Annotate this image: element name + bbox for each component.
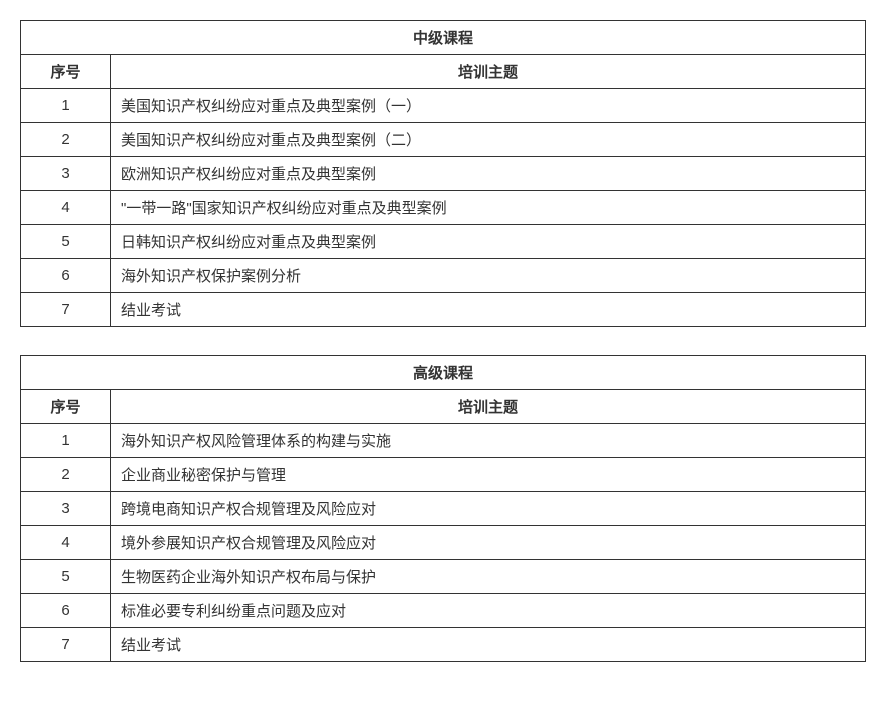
row-topic: 海外知识产权保护案例分析 [111,259,866,293]
table-advanced: 高级课程 序号 培训主题 1 海外知识产权风险管理体系的构建与实施 2 企业商业… [20,355,866,662]
row-topic: 海外知识产权风险管理体系的构建与实施 [111,424,866,458]
row-number: 4 [21,191,111,225]
column-header-topic: 培训主题 [111,390,866,424]
row-topic: 结业考试 [111,293,866,327]
intermediate-course-table: 中级课程 序号 培训主题 1 美国知识产权纠纷应对重点及典型案例（一） 2 美国… [20,20,866,327]
table-row: 4 境外参展知识产权合规管理及风险应对 [21,526,866,560]
row-topic: 企业商业秘密保护与管理 [111,458,866,492]
table-row: 6 标准必要专利纠纷重点问题及应对 [21,594,866,628]
table-row: 3 跨境电商知识产权合规管理及风险应对 [21,492,866,526]
row-number: 7 [21,293,111,327]
advanced-course-table: 高级课程 序号 培训主题 1 海外知识产权风险管理体系的构建与实施 2 企业商业… [20,355,866,662]
row-number: 6 [21,259,111,293]
row-topic: 日韩知识产权纠纷应对重点及典型案例 [111,225,866,259]
row-topic: 美国知识产权纠纷应对重点及典型案例（二） [111,123,866,157]
row-number: 5 [21,225,111,259]
row-number: 2 [21,123,111,157]
row-number: 4 [21,526,111,560]
row-topic: 跨境电商知识产权合规管理及风险应对 [111,492,866,526]
row-topic: 标准必要专利纠纷重点问题及应对 [111,594,866,628]
table-intermediate: 中级课程 序号 培训主题 1 美国知识产权纠纷应对重点及典型案例（一） 2 美国… [20,20,866,327]
row-topic: 境外参展知识产权合规管理及风险应对 [111,526,866,560]
row-topic: 生物医药企业海外知识产权布局与保护 [111,560,866,594]
row-number: 3 [21,492,111,526]
row-topic: 结业考试 [111,628,866,662]
row-topic: "一带一路"国家知识产权纠纷应对重点及典型案例 [111,191,866,225]
row-topic: 美国知识产权纠纷应对重点及典型案例（一） [111,89,866,123]
table-row: 2 美国知识产权纠纷应对重点及典型案例（二） [21,123,866,157]
row-number: 3 [21,157,111,191]
row-number: 7 [21,628,111,662]
table-row: 5 生物医药企业海外知识产权布局与保护 [21,560,866,594]
table-row: 4 "一带一路"国家知识产权纠纷应对重点及典型案例 [21,191,866,225]
table-row: 2 企业商业秘密保护与管理 [21,458,866,492]
table-title: 中级课程 [21,21,866,55]
row-number: 5 [21,560,111,594]
table-row: 7 结业考试 [21,628,866,662]
row-topic: 欧洲知识产权纠纷应对重点及典型案例 [111,157,866,191]
row-number: 2 [21,458,111,492]
table-row: 1 海外知识产权风险管理体系的构建与实施 [21,424,866,458]
row-number: 1 [21,424,111,458]
table-row: 6 海外知识产权保护案例分析 [21,259,866,293]
column-header-num: 序号 [21,390,111,424]
table-row: 1 美国知识产权纠纷应对重点及典型案例（一） [21,89,866,123]
row-number: 6 [21,594,111,628]
table-row: 7 结业考试 [21,293,866,327]
row-number: 1 [21,89,111,123]
table-row: 3 欧洲知识产权纠纷应对重点及典型案例 [21,157,866,191]
table-row: 5 日韩知识产权纠纷应对重点及典型案例 [21,225,866,259]
column-header-num: 序号 [21,55,111,89]
table-title: 高级课程 [21,356,866,390]
column-header-topic: 培训主题 [111,55,866,89]
